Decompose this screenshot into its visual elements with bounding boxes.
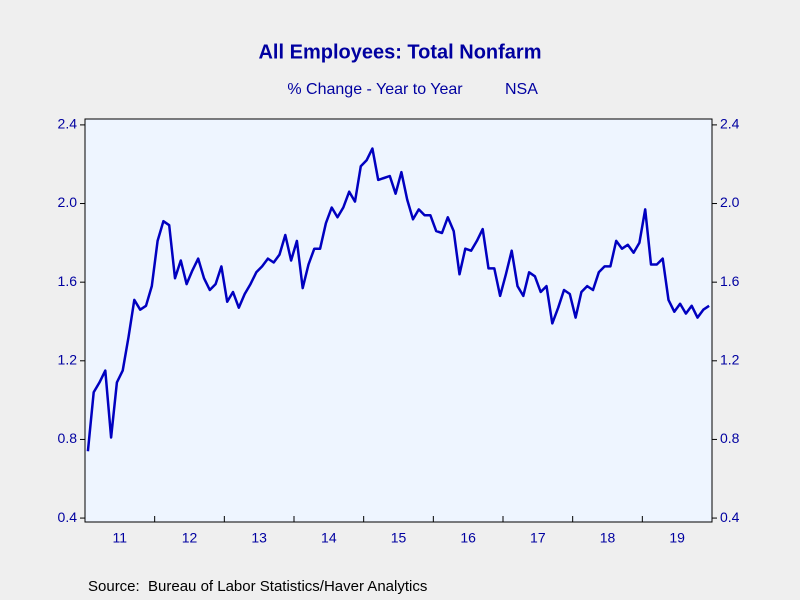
y-tick-label: 2.4 — [58, 116, 78, 132]
y-tick-label: 1.2 — [58, 352, 78, 368]
x-tick-label: 11 — [113, 530, 128, 546]
y2-tick-label: 1.6 — [720, 273, 740, 289]
y2-tick-label: 0.8 — [720, 430, 740, 446]
data-line — [86, 147, 710, 452]
x-tick-label: 13 — [251, 530, 267, 546]
chart-subtitle: % Change - Year to Year — [287, 81, 463, 98]
y-tick-label: 1.6 — [58, 273, 78, 289]
chart-title: All Employees: Total Nonfarm — [258, 41, 541, 63]
x-tick-label: 19 — [669, 530, 685, 546]
y2-tick-label: 2.0 — [720, 194, 740, 210]
x-tick-label: 18 — [600, 530, 616, 546]
x-tick-label: 16 — [460, 530, 476, 546]
x-tick-label: 17 — [530, 530, 546, 546]
y2-tick-label: 0.4 — [720, 509, 740, 525]
y2-tick-label: 1.2 — [720, 352, 740, 368]
y-tick-label: 2.0 — [58, 194, 78, 210]
source-note: Source: Bureau of Labor Statistics/Haver… — [88, 578, 427, 595]
y-tick-label: 0.8 — [58, 430, 78, 446]
x-tick-label: 15 — [391, 530, 407, 546]
x-tick-label: 12 — [182, 530, 198, 546]
chart-subtitle-note: NSA — [505, 81, 538, 98]
x-tick-label: 14 — [321, 530, 337, 546]
y2-tick-label: 2.4 — [720, 116, 740, 132]
y-tick-label: 0.4 — [58, 509, 78, 525]
